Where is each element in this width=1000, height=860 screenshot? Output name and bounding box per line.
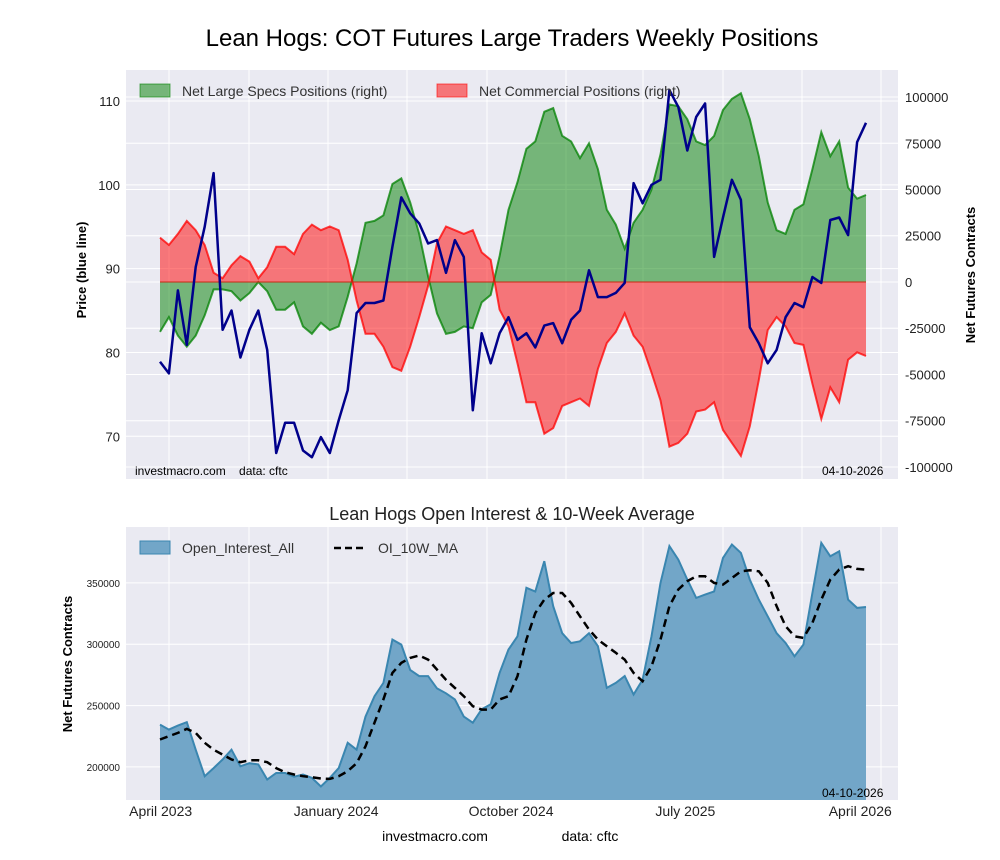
- x-tick-label: October 2024: [469, 803, 554, 819]
- legend-label-commercial: Net Commercial Positions (right): [479, 83, 681, 99]
- right-tick-label: 100000: [905, 90, 948, 105]
- right-tick-label: -50000: [905, 367, 945, 382]
- footer-site: investmacro.com: [382, 828, 488, 844]
- right-axis-label: Net Futures Contracts: [963, 207, 978, 344]
- y-tick-label: 200000: [87, 763, 121, 774]
- area-commercial: [160, 220, 866, 456]
- date-label-top: 04-10-2026: [822, 464, 884, 478]
- left-axis-label: Price (blue line): [74, 222, 89, 319]
- date-label-bottom: 04-10-2026: [822, 786, 884, 800]
- main-title: Lean Hogs: COT Futures Large Traders Wee…: [206, 25, 819, 52]
- footer-source: data: cftc: [562, 828, 619, 844]
- line-commercial: [159, 219, 867, 459]
- price-line-group: [159, 88, 868, 459]
- positions-legend: Net Large Specs Positions (right) Net Co…: [139, 83, 681, 99]
- legend-swatch-specs: [139, 83, 171, 98]
- y-tick-label: 250000: [87, 702, 121, 713]
- right-tick-label: -25000: [905, 321, 945, 336]
- oi-y-axis-label: Net Futures Contracts: [60, 596, 75, 733]
- right-tick-label: -100000: [905, 460, 953, 475]
- legend-label-specs: Net Large Specs Positions (right): [182, 83, 387, 99]
- x-tick-label: April 2026: [829, 803, 892, 819]
- left-tick-label: 80: [106, 345, 120, 360]
- ma-line: [159, 564, 867, 781]
- x-tick-label: January 2024: [294, 803, 379, 819]
- right-tick-label: 75000: [905, 136, 941, 151]
- y-tick-label: 300000: [87, 640, 121, 651]
- right-tick-label: 50000: [905, 182, 941, 197]
- left-tick-label: 70: [106, 429, 120, 444]
- left-tick-label: 90: [106, 262, 120, 277]
- oi-chart-title: Lean Hogs Open Interest & 10-Week Averag…: [329, 504, 695, 524]
- x-tick-label: April 2023: [129, 803, 192, 819]
- positions-chart: 70 80 90 100 110 100000 75000 50000 25000 0 -2500…: [74, 70, 978, 479]
- right-tick-label: 0: [905, 275, 912, 290]
- legend-label-open-interest: Open_Interest_All: [182, 540, 294, 556]
- x-tick-label: July 2025: [655, 803, 715, 819]
- open-interest-chart: 350000 300000 250000 200000 April 2023 Janua…: [60, 527, 898, 819]
- oi-y-ticks: 350000 300000 250000 200000: [87, 579, 121, 774]
- line-specs: [159, 91, 867, 349]
- legend-swatch-open-interest: [139, 540, 171, 555]
- y-tick-label: 350000: [87, 579, 121, 590]
- price-line: [159, 88, 868, 459]
- watermark: investmacro.com data: cftc: [135, 464, 288, 478]
- area-specs: [160, 93, 866, 347]
- right-tick-label: -75000: [905, 414, 945, 429]
- left-tick-label: 110: [99, 94, 120, 109]
- left-tick-label: 100: [98, 178, 120, 193]
- open-interest-line: [159, 540, 867, 788]
- oi-series: [159, 540, 867, 800]
- left-axis-ticks: 70 80 90 100 110: [98, 94, 120, 444]
- right-tick-label: 25000: [905, 229, 941, 244]
- legend-label-ma: OI_10W_MA: [378, 540, 459, 556]
- legend-swatch-commercial: [436, 83, 468, 98]
- positions-fills: [159, 91, 867, 459]
- oi-x-ticks: April 2023 January 2024 October 2024 July 2…: [129, 803, 892, 819]
- right-axis-ticks: 100000 75000 50000 25000 0 -25000 -50000 -75000…: [905, 90, 953, 475]
- open-interest-area: [160, 542, 866, 800]
- oi-legend: Open_Interest_All OI_10W_MA: [139, 540, 459, 556]
